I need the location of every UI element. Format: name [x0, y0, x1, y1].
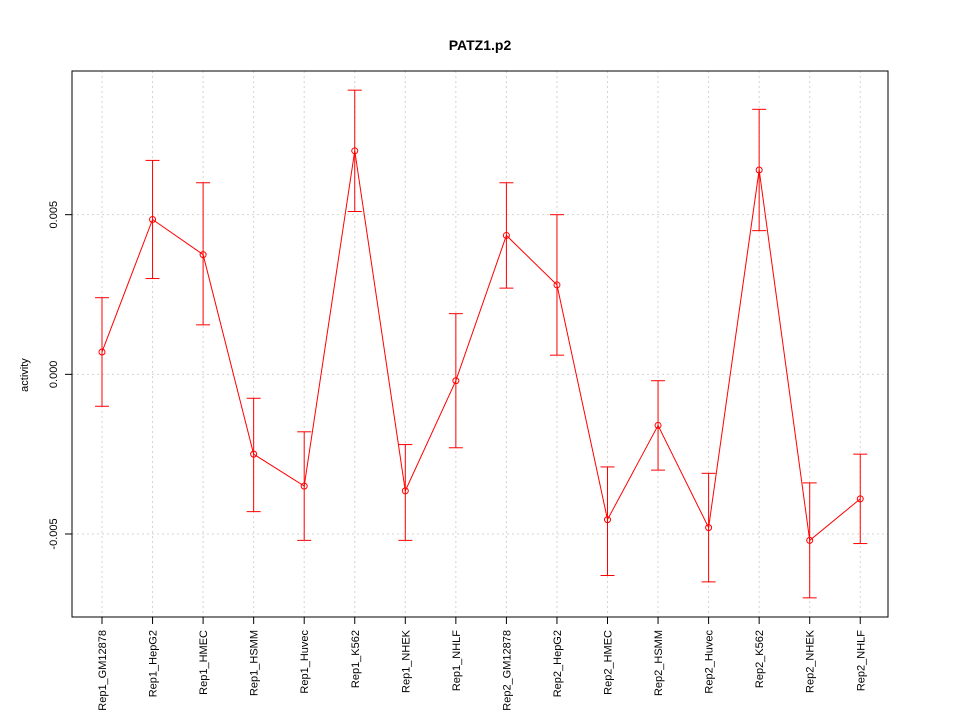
y-tick-label: 0.000 — [48, 361, 60, 389]
data-point — [553, 281, 561, 289]
x-tick-label: Rep2_NHLF — [855, 630, 867, 691]
x-tick-label: Rep1_NHLF — [451, 630, 463, 691]
grid — [72, 71, 888, 617]
y-axis-label: activity — [19, 358, 31, 392]
x-tick-label: Rep1_Huvec — [299, 630, 311, 694]
series — [101, 150, 861, 542]
y-tick-label: -0.005 — [48, 518, 60, 549]
x-tick-label: Rep2_HMEC — [603, 630, 615, 695]
data-point — [755, 166, 763, 174]
plot-frame — [71, 70, 889, 618]
data-point — [300, 482, 308, 490]
data-point — [452, 377, 460, 385]
data-point — [502, 231, 510, 239]
x-tick-label: Rep1_GM12878 — [97, 630, 109, 711]
x-tick-label: Rep1_HMEC — [198, 630, 210, 695]
x-tick-label: Rep2_NHEK — [805, 629, 817, 693]
x-tick-label: Rep2_HepG2 — [552, 630, 564, 697]
x-tick-label: Rep1_HepG2 — [148, 630, 160, 697]
x-tick-label: Rep2_K562 — [754, 630, 766, 688]
x-tick-label: Rep2_GM12878 — [501, 630, 513, 711]
y-axis: -0.005 0.000 0.005 — [48, 201, 72, 550]
data-point — [401, 487, 409, 495]
series-line — [101, 150, 861, 542]
y-tick-label: 0.005 — [48, 201, 60, 229]
x-tick-label: Rep2_HSMM — [653, 630, 665, 696]
points — [98, 147, 864, 544]
data-point — [705, 524, 713, 532]
data-point — [806, 536, 814, 544]
data-point — [98, 348, 106, 356]
data-point — [604, 516, 611, 524]
chart-title: PATZ1.p2 — [449, 37, 512, 53]
error-bars — [95, 89, 868, 599]
x-tick-label: Rep1_K562 — [350, 630, 362, 688]
x-tick-label: Rep1_NHEK — [400, 629, 412, 693]
data-point — [199, 251, 207, 259]
data-point — [856, 495, 864, 503]
data-point — [149, 215, 157, 223]
x-tick-label: Rep1_HSMM — [249, 630, 261, 696]
data-point — [250, 450, 258, 458]
x-tick-label: Rep2_Huvec — [704, 630, 716, 694]
x-axis: Rep1_GM12878 Rep1_HepG2 Rep1_HMEC Rep1_HSMM… — [97, 617, 867, 711]
data-point — [351, 147, 359, 155]
data-point — [654, 421, 662, 429]
